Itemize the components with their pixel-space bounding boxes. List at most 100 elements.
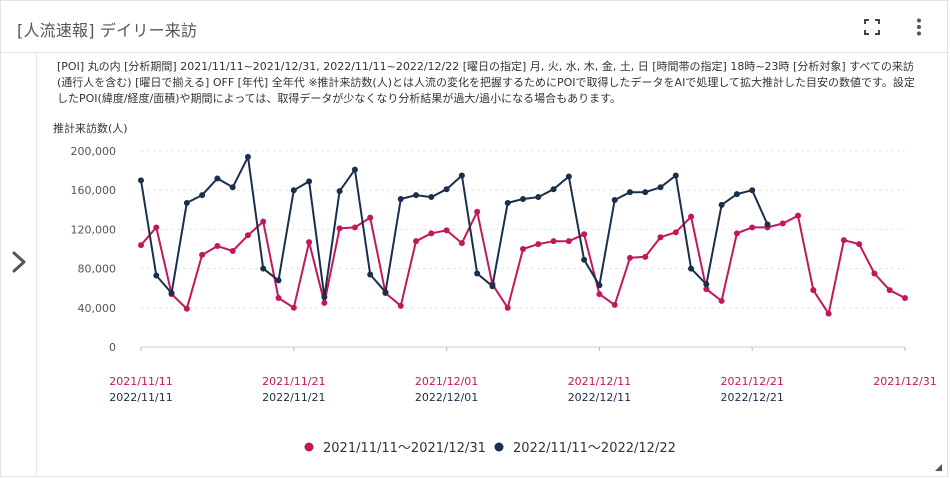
- data-point[interactable]: [596, 291, 603, 298]
- data-point[interactable]: [321, 294, 328, 301]
- data-point[interactable]: [199, 192, 206, 199]
- data-point[interactable]: [199, 251, 206, 258]
- data-point[interactable]: [336, 188, 343, 195]
- data-point[interactable]: [397, 302, 404, 309]
- data-point[interactable]: [825, 310, 832, 317]
- data-point[interactable]: [642, 253, 649, 260]
- data-point[interactable]: [260, 218, 267, 225]
- data-point[interactable]: [626, 254, 633, 261]
- expand-side-button[interactable]: [7, 249, 31, 275]
- data-point[interactable]: [306, 178, 313, 185]
- data-point[interactable]: [779, 220, 786, 227]
- data-point[interactable]: [229, 247, 236, 254]
- data-point[interactable]: [611, 197, 618, 203]
- data-point[interactable]: [703, 286, 710, 293]
- data-point[interactable]: [244, 153, 251, 160]
- data-point[interactable]: [749, 187, 756, 194]
- data-point[interactable]: [428, 194, 435, 201]
- data-point[interactable]: [657, 234, 664, 241]
- data-point[interactable]: [458, 172, 465, 179]
- data-point[interactable]: [810, 287, 817, 294]
- data-point[interactable]: [443, 186, 450, 193]
- data-point[interactable]: [733, 230, 740, 237]
- data-point[interactable]: [321, 299, 328, 306]
- data-point[interactable]: [138, 177, 144, 184]
- data-point[interactable]: [596, 282, 603, 289]
- data-point[interactable]: [504, 199, 511, 206]
- data-point[interactable]: [336, 225, 343, 232]
- data-point[interactable]: [795, 212, 802, 219]
- data-point[interactable]: [489, 283, 496, 290]
- data-point[interactable]: [535, 194, 542, 201]
- data-point[interactable]: [474, 208, 481, 215]
- data-point[interactable]: [520, 246, 526, 252]
- data-point[interactable]: [138, 242, 144, 249]
- data-point[interactable]: [428, 230, 435, 237]
- fullscreen-button[interactable]: [860, 15, 884, 39]
- data-point[interactable]: [275, 277, 282, 284]
- data-point[interactable]: [672, 229, 679, 236]
- data-point[interactable]: [275, 295, 282, 301]
- data-point[interactable]: [260, 265, 267, 272]
- chart-container: 推計来訪数(人) 0 40,000 80,000 120,000 160,000 200,…: [37, 111, 949, 477]
- data-point[interactable]: [168, 290, 175, 297]
- data-point[interactable]: [244, 232, 251, 239]
- data-point[interactable]: [413, 238, 420, 245]
- data-point[interactable]: [718, 297, 725, 304]
- data-point[interactable]: [153, 272, 160, 279]
- data-point[interactable]: [351, 224, 358, 231]
- data-point[interactable]: [672, 172, 679, 179]
- data-point[interactable]: [688, 213, 695, 220]
- data-point[interactable]: [657, 184, 664, 191]
- data-point[interactable]: [565, 238, 572, 245]
- data-point[interactable]: [902, 295, 908, 301]
- data-point[interactable]: [290, 187, 297, 194]
- data-point[interactable]: [229, 184, 236, 191]
- data-point[interactable]: [840, 237, 847, 244]
- legend-marker: [304, 442, 314, 452]
- data-point[interactable]: [397, 196, 404, 203]
- data-point[interactable]: [871, 270, 878, 277]
- data-point[interactable]: [749, 224, 756, 231]
- resize-handle-icon[interactable]: [935, 464, 942, 471]
- data-point[interactable]: [183, 199, 190, 206]
- data-point[interactable]: [458, 240, 465, 247]
- data-point[interactable]: [535, 241, 542, 248]
- data-point[interactable]: [688, 265, 695, 272]
- data-point[interactable]: [413, 192, 420, 199]
- data-point[interactable]: [382, 289, 389, 296]
- data-point[interactable]: [581, 231, 588, 238]
- data-point[interactable]: [367, 271, 374, 278]
- legend-item[interactable]: 2022/11/11～2022/12/22: [494, 441, 676, 456]
- data-point[interactable]: [504, 304, 511, 311]
- data-point[interactable]: [183, 305, 190, 312]
- data-point[interactable]: [290, 304, 297, 311]
- data-point[interactable]: [550, 186, 557, 193]
- data-point[interactable]: [550, 238, 557, 245]
- chevron-right-icon: [12, 251, 26, 273]
- data-point[interactable]: [733, 191, 740, 198]
- data-point[interactable]: [306, 239, 313, 246]
- data-point[interactable]: [886, 287, 893, 294]
- data-point[interactable]: [474, 270, 481, 277]
- data-point[interactable]: [703, 281, 710, 288]
- data-point[interactable]: [856, 241, 863, 248]
- data-point[interactable]: [520, 196, 526, 203]
- data-point[interactable]: [214, 175, 221, 182]
- data-point[interactable]: [443, 227, 450, 234]
- data-point[interactable]: [718, 201, 725, 208]
- more-menu-button[interactable]: [907, 15, 931, 39]
- data-point[interactable]: [565, 173, 572, 180]
- data-point[interactable]: [611, 301, 618, 308]
- data-point[interactable]: [214, 243, 221, 250]
- x-tick-label: 2022/12/21: [720, 391, 783, 404]
- data-point[interactable]: [153, 224, 160, 231]
- data-point[interactable]: [581, 256, 588, 263]
- data-point[interactable]: [764, 221, 771, 228]
- data-point[interactable]: [642, 189, 649, 196]
- legend-item[interactable]: 2021/11/11～2021/12/31: [304, 441, 486, 456]
- data-point[interactable]: [351, 166, 358, 173]
- fullscreen-icon: [864, 19, 880, 35]
- data-point[interactable]: [626, 189, 633, 196]
- data-point[interactable]: [367, 214, 374, 221]
